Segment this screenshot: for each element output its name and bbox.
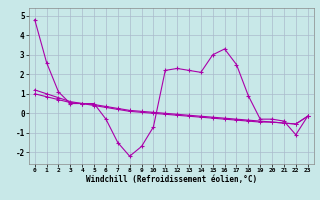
X-axis label: Windchill (Refroidissement éolien,°C): Windchill (Refroidissement éolien,°C) [86, 175, 257, 184]
